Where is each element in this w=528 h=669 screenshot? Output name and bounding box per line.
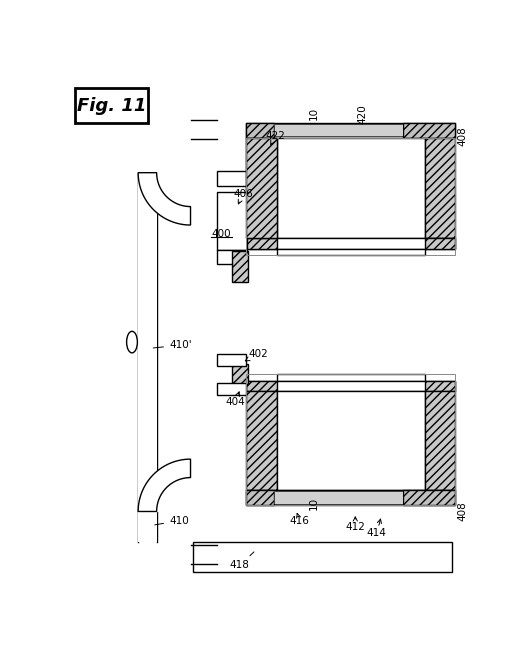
Bar [246,490,274,505]
Polygon shape [157,478,191,512]
Text: 416: 416 [290,513,310,527]
Text: 422: 422 [265,130,285,145]
Bar [425,381,455,391]
Bar [277,138,425,238]
Bar [138,512,156,543]
Bar [246,122,455,138]
Bar [277,375,425,381]
Bar [232,364,248,383]
Polygon shape [138,173,191,225]
Bar [232,252,248,282]
Bar [218,192,247,250]
Bar [246,381,277,391]
Bar [246,122,274,138]
Bar [246,238,455,249]
Bar [218,171,246,186]
Bar [138,512,157,543]
Bar [68,173,138,512]
Bar [274,492,403,504]
Bar [425,138,455,238]
Bar [277,391,425,490]
Bar [403,122,455,138]
Text: 408: 408 [457,126,467,146]
Text: 420: 420 [357,104,367,124]
Polygon shape [157,173,191,207]
Bar [274,124,403,136]
Bar [246,138,277,238]
Text: 10: 10 [309,107,319,120]
Polygon shape [138,459,191,512]
Bar [274,492,403,504]
Text: 404: 404 [225,392,245,407]
Text: 408: 408 [457,502,467,521]
Bar [138,173,156,512]
Bar [138,173,157,512]
Bar [274,124,403,136]
Text: 414: 414 [367,519,387,538]
Bar [246,138,277,238]
Bar [425,238,455,249]
Bar [218,383,246,395]
Bar [193,543,452,571]
Bar [68,138,191,173]
Bar [68,512,191,545]
Ellipse shape [127,331,137,353]
Bar [75,88,148,123]
Bar [246,375,455,505]
Bar [246,490,455,505]
Text: Fig. 11: Fig. 11 [77,97,147,114]
Text: 402: 402 [245,349,268,361]
Bar [403,490,455,505]
Bar [277,249,425,255]
Text: 410: 410 [155,516,188,526]
Text: 400: 400 [212,229,231,240]
Bar [425,391,455,490]
Bar [246,238,277,249]
Text: 412: 412 [345,517,365,532]
Bar [218,250,246,264]
Text: 406: 406 [233,189,253,204]
Bar [246,381,455,391]
Bar [246,391,277,490]
Bar [218,354,246,366]
Text: 410': 410' [153,340,192,350]
Text: 418: 418 [230,552,254,571]
Text: 10: 10 [309,497,319,510]
Bar [246,138,455,255]
